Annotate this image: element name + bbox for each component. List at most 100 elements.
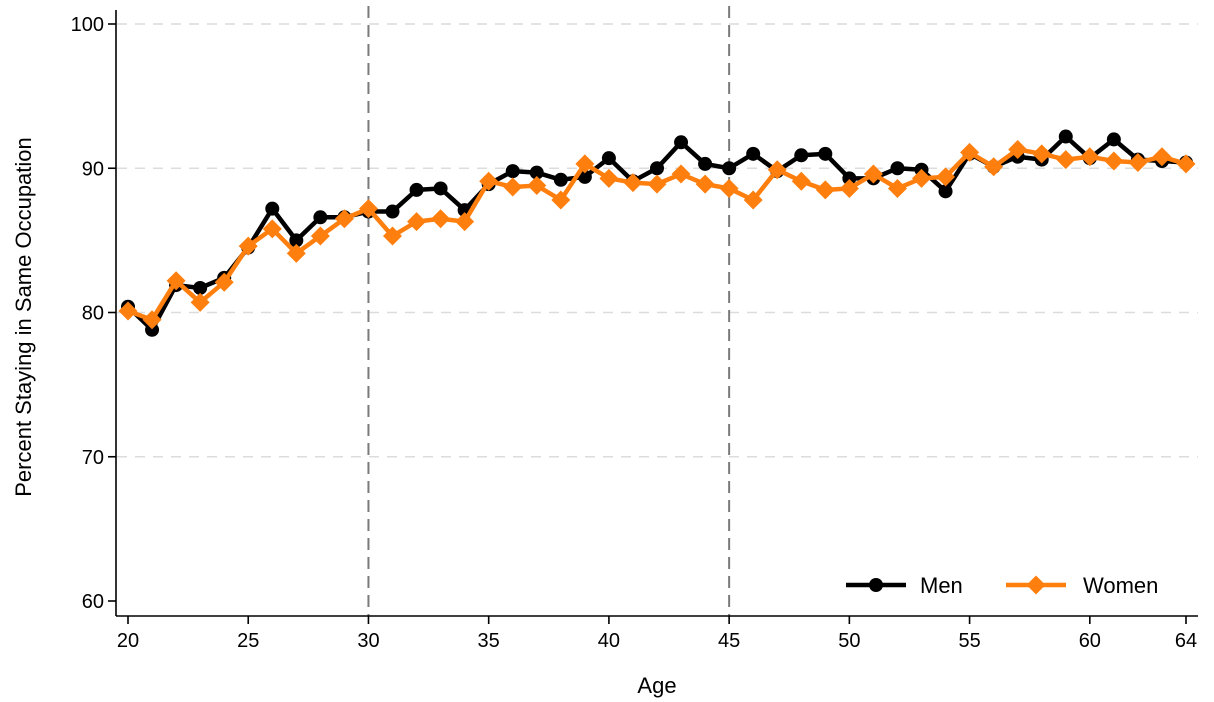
data-point-women <box>1176 154 1196 174</box>
data-point-men <box>313 210 328 225</box>
data-point-women <box>1008 139 1028 159</box>
legend-label-women: Women <box>1083 573 1158 598</box>
legend-marker-women <box>1026 575 1046 595</box>
data-point-women <box>383 226 402 246</box>
data-point-women <box>214 272 234 292</box>
data-point-men <box>722 161 737 176</box>
series-women <box>118 139 1196 330</box>
legend-label-men: Men <box>920 573 963 598</box>
data-point-women <box>166 271 186 291</box>
x-tick-label: 64 <box>1175 630 1197 652</box>
data-point-men <box>577 169 592 184</box>
data-point-women <box>623 173 643 193</box>
data-point-women <box>1152 147 1172 167</box>
data-point-women <box>1104 151 1124 171</box>
y-tick-label: 90 <box>82 158 104 180</box>
data-point-women <box>575 154 595 174</box>
y-axis-title: Percent Staying in Same Occupation <box>11 137 36 497</box>
data-point-women <box>647 174 667 194</box>
data-point-men <box>385 204 400 219</box>
data-point-women <box>238 236 258 256</box>
data-point-women <box>863 164 883 184</box>
data-point-men <box>145 322 160 337</box>
x-tick-label: 60 <box>1079 630 1101 652</box>
data-point-women <box>1128 152 1148 172</box>
x-tick-label: 55 <box>958 630 980 652</box>
data-point-women <box>912 168 931 188</box>
data-point-men <box>265 201 280 216</box>
data-point-men <box>193 280 208 295</box>
x-tick-label: 20 <box>117 630 139 652</box>
data-point-women <box>358 199 378 219</box>
data-point-men <box>746 146 761 161</box>
y-tick-label: 60 <box>82 591 104 613</box>
legend-marker-men <box>869 578 883 592</box>
data-point-men <box>1106 132 1121 147</box>
data-point-women <box>1056 150 1076 170</box>
data-series <box>118 129 1196 337</box>
data-point-women <box>887 178 907 198</box>
data-point-men <box>505 164 520 179</box>
data-point-women <box>695 174 715 194</box>
data-point-women <box>527 176 547 196</box>
data-point-men <box>698 156 713 171</box>
data-point-men <box>842 171 857 186</box>
legend-item-women: Women <box>1006 573 1158 598</box>
data-point-women <box>286 243 306 263</box>
data-point-men <box>818 146 833 161</box>
data-point-women <box>334 209 354 229</box>
data-point-women <box>671 164 691 184</box>
data-point-women <box>551 190 571 210</box>
tick-labels: 60 70 80 90 100 20 25 30 35 40 45 50 55 60 64 <box>71 14 1198 652</box>
data-point-women <box>431 209 451 229</box>
data-point-women <box>455 212 475 232</box>
legend: Men Women <box>846 573 1158 598</box>
data-point-men <box>890 161 905 176</box>
data-point-men <box>1058 129 1073 144</box>
data-point-women <box>503 177 523 197</box>
data-point-women <box>960 142 980 162</box>
data-point-women <box>984 157 1004 177</box>
data-point-women <box>1080 147 1100 167</box>
data-point-men <box>529 165 544 180</box>
data-point-women <box>767 160 787 180</box>
data-point-men <box>601 151 616 166</box>
data-point-women <box>815 180 835 200</box>
data-point-women <box>839 178 859 198</box>
data-point-women <box>407 212 427 232</box>
x-tick-label: 40 <box>598 630 620 652</box>
data-point-women <box>142 310 162 330</box>
data-point-men <box>433 181 448 196</box>
reference-lines <box>367 6 731 616</box>
data-point-men <box>794 148 809 163</box>
x-tick-label: 50 <box>838 630 860 652</box>
data-point-women <box>310 226 330 246</box>
grid-lines <box>117 23 1198 458</box>
x-tick-label: 35 <box>478 630 500 652</box>
data-point-men <box>938 184 953 199</box>
y-tick-label: 80 <box>82 303 104 325</box>
data-point-women <box>262 219 282 239</box>
data-point-men <box>650 161 664 176</box>
data-point-women <box>118 301 138 321</box>
data-point-men <box>674 135 689 150</box>
data-point-women <box>936 167 956 187</box>
x-tick-label: 25 <box>237 630 259 652</box>
data-point-women <box>190 292 210 312</box>
y-tick-label: 100 <box>71 14 104 36</box>
data-point-women <box>1032 144 1052 164</box>
y-tick-label: 70 <box>82 447 104 469</box>
data-point-women <box>599 168 619 188</box>
x-axis-title: Age <box>637 673 676 698</box>
data-point-women <box>791 171 811 191</box>
data-point-men <box>553 172 568 187</box>
x-tick-label: 45 <box>718 630 740 652</box>
data-point-women <box>479 171 499 191</box>
data-point-men <box>409 182 424 197</box>
data-point-women <box>743 190 763 210</box>
data-point-men <box>289 233 304 248</box>
data-point-women <box>719 178 739 198</box>
x-tick-label: 30 <box>357 630 379 652</box>
legend-item-men: Men <box>846 573 963 598</box>
